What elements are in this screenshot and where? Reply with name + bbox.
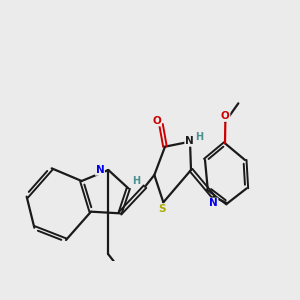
Text: H: H xyxy=(132,176,140,186)
Text: H: H xyxy=(195,132,203,142)
Text: O: O xyxy=(152,116,161,126)
Text: N: N xyxy=(185,136,194,146)
Text: S: S xyxy=(158,204,166,214)
Text: N: N xyxy=(96,165,104,175)
Text: O: O xyxy=(221,111,230,121)
Text: N: N xyxy=(209,198,218,208)
